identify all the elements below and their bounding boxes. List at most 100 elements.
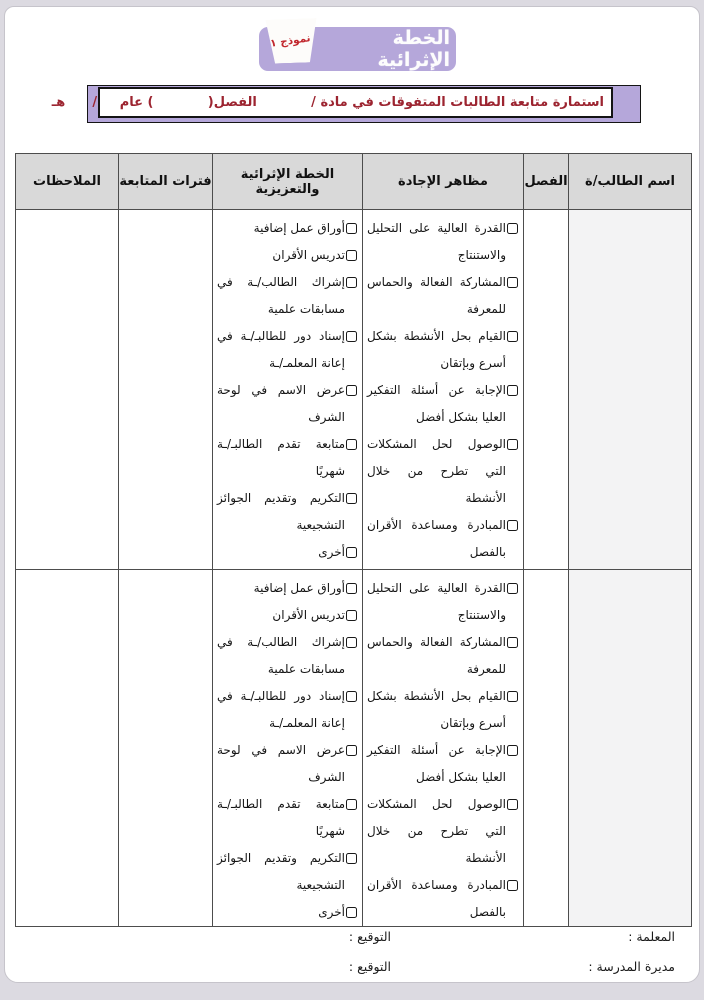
- plan-cell: أوراق عمل إضافية تدريس الأقران إشراك الط…: [212, 209, 363, 570]
- checkbox-icon[interactable]: [346, 745, 357, 756]
- principal-signature-line: مديرة المدرسة : التوقيع :: [5, 959, 699, 983]
- checkbox-label: القدرة العالية على التحليل والاستنتاج: [367, 581, 506, 622]
- checkbox-icon[interactable]: [507, 880, 518, 891]
- checkbox-item: متابعة تقدم الطالبـ/ـة شهريًا: [217, 791, 357, 845]
- checkbox-icon[interactable]: [507, 583, 518, 594]
- checkbox-label: إسناد دور للطالبـ/ـة في إعانة المعلمـ/ـة: [217, 689, 345, 730]
- checkbox-icon[interactable]: [507, 745, 518, 756]
- student-name-cell: [568, 209, 692, 570]
- checkbox-item: الوصول لحل المشكلات التي تطرح من خلال ال…: [367, 791, 518, 872]
- checkbox-icon[interactable]: [346, 439, 357, 450]
- signature-label: التوقيع :: [348, 929, 391, 944]
- checkbox-icon[interactable]: [346, 610, 357, 621]
- checkbox-item: تدريس الأقران: [217, 602, 357, 629]
- checkbox-icon[interactable]: [507, 691, 518, 702]
- header-notes: الملاحظات: [15, 153, 119, 210]
- checkbox-icon[interactable]: [346, 331, 357, 342]
- checkbox-item: أوراق عمل إضافية: [217, 215, 357, 242]
- checkbox-item: المشاركة الفعالة والحماس للمعرفة: [367, 269, 518, 323]
- checkbox-item: إسناد دور للطالبـ/ـة في إعانة المعلمـ/ـة: [217, 683, 357, 737]
- checkbox-item: القيام بحل الأنشطة بشكل أسرع وبإتقان: [367, 683, 518, 737]
- header-excellence: مظاهر الإجادة: [362, 153, 524, 210]
- checkbox-item: القيام بحل الأنشطة بشكل أسرع وبإتقان: [367, 323, 518, 377]
- excellence-cell: القدرة العالية على التحليل والاستنتاج ال…: [362, 569, 524, 927]
- checkbox-item: إشراك الطالب/ـة في مسابقات علمية: [217, 269, 357, 323]
- checkbox-icon[interactable]: [507, 520, 518, 531]
- checkbox-label: متابعة تقدم الطالبـ/ـة شهريًا: [217, 437, 345, 478]
- checkbox-icon[interactable]: [346, 583, 357, 594]
- checkbox-icon[interactable]: [346, 385, 357, 396]
- checkbox-icon[interactable]: [346, 907, 357, 918]
- checkbox-label: إشراك الطالب/ـة في مسابقات علمية: [217, 275, 345, 316]
- checkbox-icon[interactable]: [346, 637, 357, 648]
- checkbox-item: أوراق عمل إضافية: [217, 575, 357, 602]
- class-cell: [523, 569, 569, 927]
- checkbox-icon[interactable]: [507, 637, 518, 648]
- checkbox-item: إشراك الطالب/ـة في مسابقات علمية: [217, 629, 357, 683]
- checkbox-icon[interactable]: [507, 799, 518, 810]
- checkbox-item: المبادرة ومساعدة الأقران بالفصل: [367, 872, 518, 922]
- checkbox-item: المبادرة ومساعدة الأقران بالفصل: [367, 512, 518, 562]
- checkbox-item: التكريم وتقديم الجوائز التشجيعية: [217, 485, 357, 539]
- checkbox-item: عرض الاسم في لوحة الشرف: [217, 377, 357, 431]
- follow-up-periods-cell: [118, 569, 213, 927]
- checkbox-label: التكريم وتقديم الجوائز التشجيعية: [217, 851, 345, 892]
- table-row: القدرة العالية على التحليل والاستنتاج ال…: [15, 209, 692, 570]
- principal-label: مديرة المدرسة :: [588, 959, 675, 974]
- checkbox-label: القيام بحل الأنشطة بشكل أسرع وبإتقان: [367, 689, 506, 730]
- checkbox-icon[interactable]: [346, 547, 357, 558]
- checkbox-label: متابعة تقدم الطالبـ/ـة شهريًا: [217, 797, 345, 838]
- notes-cell: [15, 569, 119, 927]
- checkbox-label: أوراق عمل إضافية: [253, 221, 345, 235]
- checkbox-icon[interactable]: [346, 250, 357, 261]
- checkbox-icon[interactable]: [346, 799, 357, 810]
- checkbox-label: المبادرة ومساعدة الأقران بالفصل: [367, 518, 506, 559]
- checkbox-icon[interactable]: [346, 277, 357, 288]
- student-name-cell: [568, 569, 692, 927]
- checkbox-icon[interactable]: [507, 385, 518, 396]
- header-enrichment-plan: الخطة الإثرائية والتعزيزية: [212, 153, 363, 210]
- teacher-signature-line: المعلمة : التوقيع :: [5, 929, 699, 953]
- title-bar: استمارة متابعة الطالبات المتفوقات في ماد…: [52, 87, 613, 118]
- form-title: استمارة متابعة الطالبات المتفوقات في ماد…: [51, 95, 604, 110]
- notes-cell: [15, 209, 119, 570]
- checkbox-label: المشاركة الفعالة والحماس للمعرفة: [367, 275, 506, 316]
- checkbox-icon[interactable]: [507, 223, 518, 234]
- follow-up-periods-cell: [118, 209, 213, 570]
- checkbox-label: أخرى: [318, 905, 345, 919]
- checkbox-item: القدرة العالية على التحليل والاستنتاج: [367, 215, 518, 269]
- checkbox-item: المشاركة الفعالة والحماس للمعرفة: [367, 629, 518, 683]
- table-row: القدرة العالية على التحليل والاستنتاج ال…: [15, 569, 692, 927]
- checkbox-item: أخرى: [217, 539, 357, 562]
- banner-title: الخطة الإثرائية: [377, 27, 450, 71]
- checkbox-label: عرض الاسم في لوحة الشرف: [217, 743, 345, 784]
- checkbox-label: المشاركة الفعالة والحماس للمعرفة: [367, 635, 506, 676]
- checkbox-item: القدرة العالية على التحليل والاستنتاج: [367, 575, 518, 629]
- checkbox-item: متابعة تقدم الطالبـ/ـة شهريًا: [217, 431, 357, 485]
- checkbox-item: أخرى: [217, 899, 357, 922]
- checkbox-item: عرض الاسم في لوحة الشرف: [217, 737, 357, 791]
- checkbox-label: أوراق عمل إضافية: [253, 581, 345, 595]
- class-cell: [523, 209, 569, 570]
- checkbox-icon[interactable]: [346, 853, 357, 864]
- checkbox-label: تدريس الأقران: [272, 608, 345, 622]
- checkbox-label: إشراك الطالب/ـة في مسابقات علمية: [217, 635, 345, 676]
- checkbox-icon[interactable]: [507, 277, 518, 288]
- checkbox-label: الإجابة عن أسئلة التفكير العليا بشكل أفض…: [367, 743, 506, 784]
- checkbox-label: أخرى: [318, 545, 345, 559]
- checkbox-item: التكريم وتقديم الجوائز التشجيعية: [217, 845, 357, 899]
- checkbox-item: الإجابة عن أسئلة التفكير العليا بشكل أفض…: [367, 737, 518, 791]
- checkbox-icon[interactable]: [507, 439, 518, 450]
- checkbox-item: الوصول لحل المشكلات التي تطرح من خلال ال…: [367, 431, 518, 512]
- checkbox-label: المبادرة ومساعدة الأقران بالفصل: [367, 878, 506, 919]
- checkbox-icon[interactable]: [346, 223, 357, 234]
- table-header-row: اسم الطالب/ة الفصل مظاهر الإجادة الخطة ا…: [15, 153, 692, 210]
- checkbox-icon[interactable]: [346, 493, 357, 504]
- checkbox-icon[interactable]: [346, 691, 357, 702]
- checkbox-icon[interactable]: [507, 331, 518, 342]
- document-page: الخطة الإثرائية نموذج ١ استمارة متابعة ا…: [4, 6, 700, 983]
- header-class: الفصل: [523, 153, 569, 210]
- checkbox-item: الإجابة عن أسئلة التفكير العليا بشكل أفض…: [367, 377, 518, 431]
- checkbox-item: تدريس الأقران: [217, 242, 357, 269]
- checkbox-label: الإجابة عن أسئلة التفكير العليا بشكل أفض…: [367, 383, 506, 424]
